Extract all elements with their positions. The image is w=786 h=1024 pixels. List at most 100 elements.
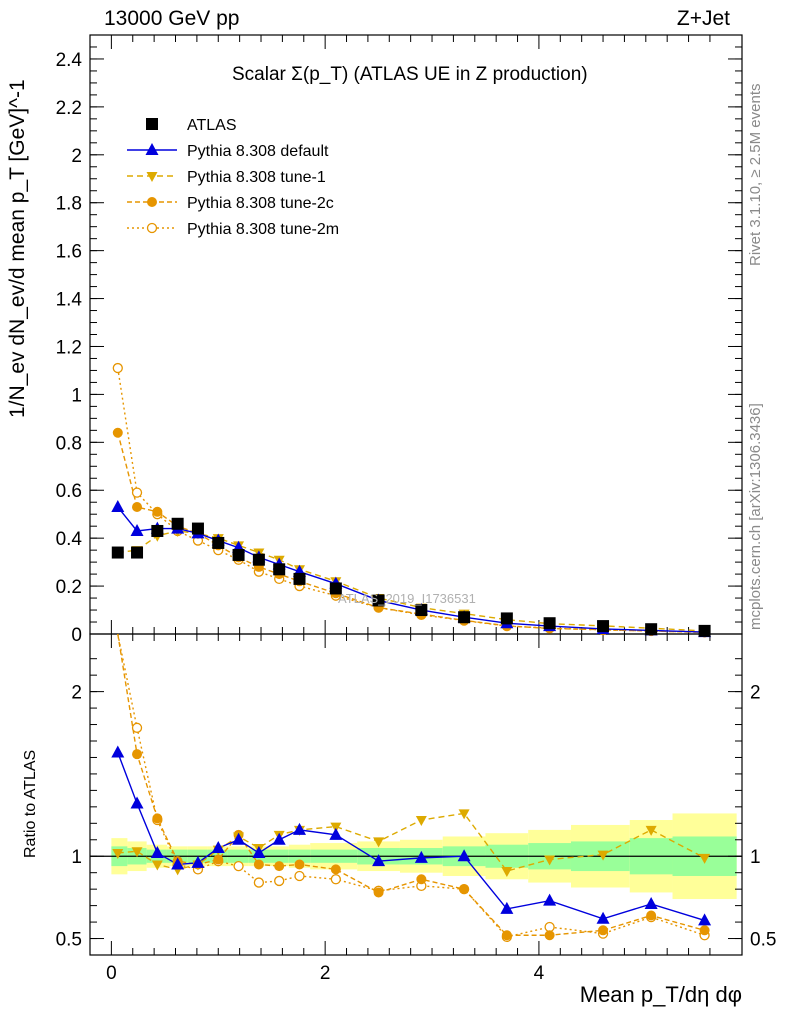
upper-ytick-label: 0 <box>71 625 82 646</box>
data-point <box>373 887 384 898</box>
upper-ytick-label: 2.4 <box>56 50 83 71</box>
series-line <box>117 633 705 938</box>
data-point <box>171 517 184 530</box>
data-point <box>131 487 143 498</box>
xtick-label: 4 <box>534 963 545 984</box>
series-line <box>117 633 705 936</box>
legend-label: Pythia 8.308 tune-1 <box>187 169 326 186</box>
data-point <box>132 749 143 760</box>
lower-ytick-label: 0.5 <box>56 930 82 951</box>
upper-ytick-label: 0.2 <box>56 577 82 598</box>
data-point <box>415 816 427 827</box>
data-point <box>373 837 385 848</box>
lower-frame <box>89 633 743 956</box>
upper-ytick-label: 1.8 <box>56 194 82 215</box>
data-point <box>597 850 609 861</box>
series-markers <box>111 362 712 943</box>
data-point <box>112 427 123 438</box>
data-point <box>544 921 555 933</box>
data-point <box>292 822 306 835</box>
legend-label: Pythia 8.308 default <box>187 143 329 160</box>
data-point <box>699 925 710 936</box>
data-point <box>132 502 143 513</box>
data-point <box>112 362 123 374</box>
data-point <box>272 832 286 845</box>
data-point <box>233 860 244 872</box>
legend-label: Pythia 8.308 tune-2c <box>187 195 334 212</box>
data-point <box>330 874 341 885</box>
lower-ytick-label-right: 1 <box>750 847 761 868</box>
upper-ytick-label: 0.8 <box>56 433 82 454</box>
data-point <box>274 875 285 887</box>
data-point <box>293 572 306 585</box>
series-line <box>117 530 705 632</box>
legend-marker <box>146 222 158 234</box>
data-point <box>415 604 428 617</box>
data-point <box>458 611 471 624</box>
tick-labels: 0 0.2 0.4 0.6 0.8 1 1.2 1.4 1.6 1.8 2 2.2 2.4 0.5 0.5 1… <box>56 50 777 984</box>
data-point <box>699 853 711 864</box>
watermark: ATLAS_2019_I1736531 <box>338 591 476 606</box>
data-point <box>152 506 163 517</box>
data-point <box>213 854 224 865</box>
lower-ytick-label-right: 0.5 <box>750 930 776 951</box>
uncertainty-bands <box>90 813 742 900</box>
data-point <box>596 911 610 924</box>
data-point <box>152 813 163 824</box>
data-point <box>372 594 385 607</box>
xtick-label: 2 <box>320 963 331 984</box>
data-point <box>151 860 163 871</box>
data-point <box>329 827 343 840</box>
data-point <box>416 874 427 885</box>
data-point <box>112 848 124 859</box>
data-point <box>457 849 471 862</box>
data-point <box>645 825 657 836</box>
data-point <box>294 859 305 870</box>
legend-label: Pythia 8.308 tune-2m <box>187 221 339 238</box>
data-point <box>274 861 285 872</box>
data-point <box>252 845 266 858</box>
data-point <box>111 546 124 559</box>
data-point <box>211 841 225 853</box>
data-point <box>111 745 125 758</box>
legend: ATLAS Pythia 8.308 default Pythia 8.308 tu… <box>127 117 339 238</box>
data-point <box>253 859 264 870</box>
data-point <box>414 850 428 863</box>
data-point <box>458 809 470 820</box>
data-point <box>232 548 245 561</box>
data-point <box>252 553 265 566</box>
data-point <box>543 617 556 630</box>
legend-marker <box>145 143 159 155</box>
legend-marker <box>147 197 157 207</box>
data-point <box>544 930 555 941</box>
data-point <box>191 855 205 868</box>
x-axis-label: Mean p_T/dη dφ <box>579 982 742 1007</box>
lower-ytick-label: 1 <box>71 847 82 868</box>
header-right: Z+Jet <box>676 7 730 30</box>
axes <box>89 34 743 956</box>
upper-ytick-label: 0.4 <box>56 529 83 550</box>
data-point <box>131 546 144 559</box>
data-point <box>698 624 711 637</box>
upper-ytick-label: 1.4 <box>56 290 83 311</box>
data-point <box>111 500 125 513</box>
data-point <box>330 864 341 875</box>
data-point <box>150 845 164 858</box>
data-point <box>329 582 342 595</box>
upper-ytick-label: 1.6 <box>56 242 82 263</box>
lower-ytick-label: 2 <box>71 683 82 704</box>
data-point <box>372 854 386 867</box>
data-point <box>232 832 246 845</box>
data-point <box>191 522 204 535</box>
upper-ytick-label: 0.6 <box>56 481 82 502</box>
upper-ytick-label: 1 <box>71 385 82 406</box>
data-point <box>131 847 143 858</box>
legend-marker <box>146 118 158 130</box>
data-point <box>151 524 164 537</box>
data-point <box>273 563 286 576</box>
upper-ytick-label: 1.2 <box>56 337 82 358</box>
data-point <box>598 925 609 936</box>
data-point <box>330 822 342 833</box>
chart-title-text: Scalar Σ(p_T) (ATLAS UE in Z production) <box>232 64 588 85</box>
